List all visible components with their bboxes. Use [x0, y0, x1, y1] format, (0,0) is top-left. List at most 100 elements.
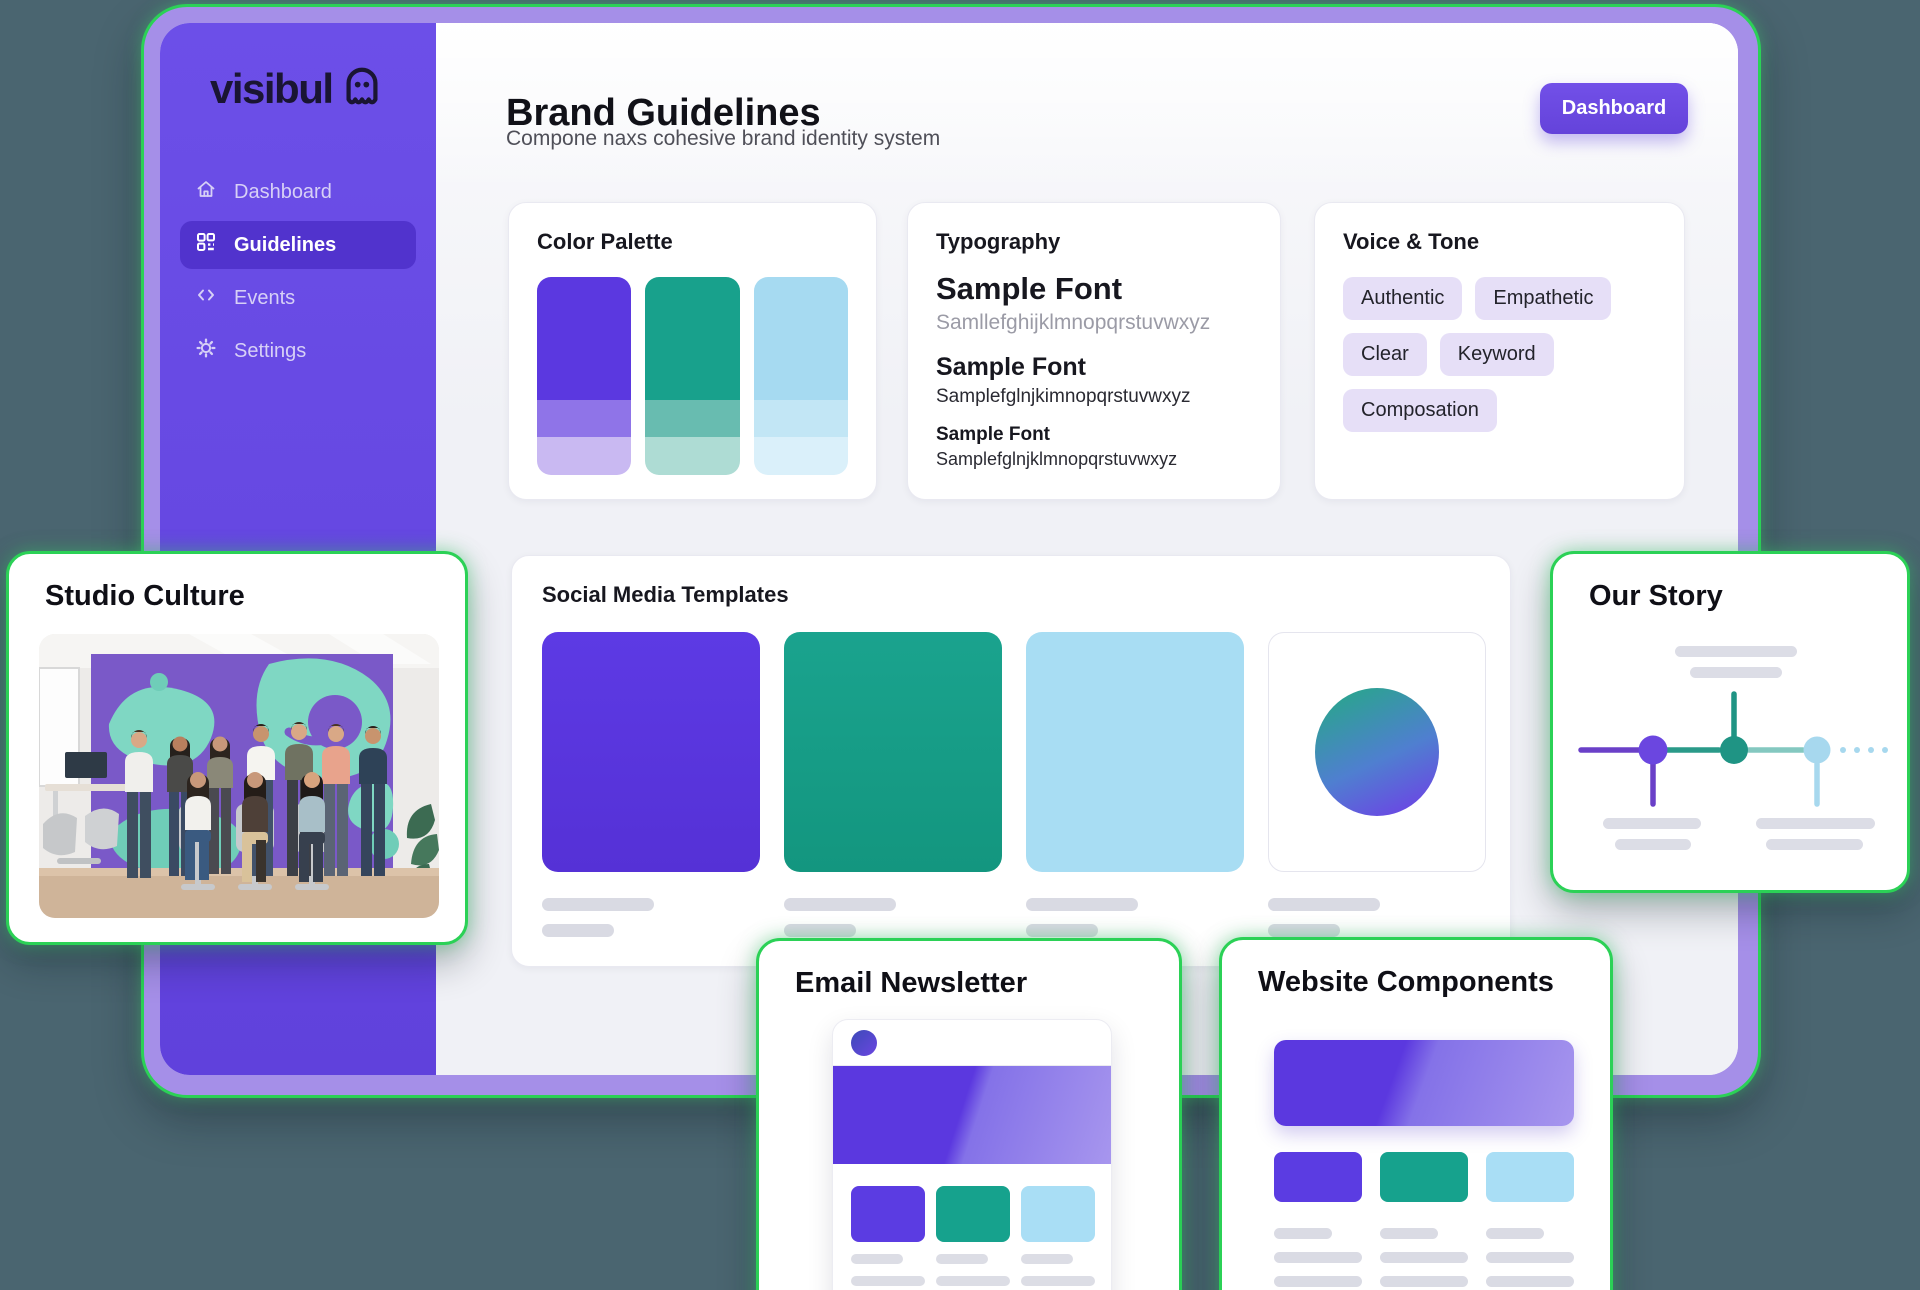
card-title: Color Palette [537, 229, 673, 254]
skeleton-line [1268, 898, 1380, 911]
font-sample-alphabet: Samplefglnjklmnopqrstuvwxyz [936, 449, 1178, 469]
email-hero-banner [833, 1066, 1111, 1164]
template-tiles [542, 632, 1486, 937]
voice-tone-card: Voice & Tone Authentic Empathetic Clear … [1314, 202, 1685, 500]
website-hero-block [1274, 1040, 1574, 1126]
dashboard-button[interactable]: Dashboard [1540, 83, 1688, 134]
page-subtitle: Compone naxs cohesive brand identity sys… [506, 127, 941, 150]
card-title: Social Media Templates [542, 582, 789, 607]
skeleton-line [784, 898, 896, 911]
timeline-graphic [1578, 646, 1888, 850]
skeleton-line [784, 924, 856, 937]
logo-wordmark: visibul [210, 64, 334, 112]
card-title: Voice & Tone [1343, 229, 1480, 254]
social-media-templates-card: Social Media Templates [511, 555, 1511, 967]
skeleton-line [542, 924, 614, 937]
email-body [833, 1164, 1111, 1290]
ghost-icon [339, 63, 385, 114]
font-sample-name: Sample Font [936, 424, 1051, 445]
sidebar-item-label: Events [234, 286, 296, 309]
skeleton-line [1380, 1276, 1468, 1287]
code-icon [195, 284, 217, 312]
sidebar-item-label: Dashboard [234, 180, 332, 203]
skeleton-line [1026, 898, 1138, 911]
skeleton-line [936, 1276, 1010, 1286]
card-title: Our Story [1589, 580, 1723, 612]
sidebar-nav: Dashboard Guidelines [180, 168, 416, 380]
template-tile-gradient-circle[interactable] [1268, 632, 1486, 872]
skeleton-line [1274, 1276, 1362, 1287]
sidebar-item-events[interactable]: Events [180, 274, 416, 322]
template-column [1026, 632, 1244, 937]
skeleton-line [1486, 1252, 1574, 1263]
website-skeletons [1274, 1228, 1574, 1290]
website-tile-sky [1486, 1152, 1574, 1202]
main-content: Brand Guidelines Compone naxs cohesive b… [436, 23, 1738, 1075]
skeleton-line [1486, 1228, 1544, 1239]
tag-composation: Composation [1343, 389, 1497, 432]
skeleton-line [1380, 1228, 1438, 1239]
gradient-circle [1315, 688, 1439, 816]
tag-list: Authentic Empathetic Clear Keyword Compo… [1343, 277, 1643, 432]
template-tile-teal[interactable] [784, 632, 1002, 872]
gear-icon [195, 337, 217, 365]
tag-clear: Clear [1343, 333, 1427, 376]
tag-empathetic: Empathetic [1475, 277, 1612, 320]
skeleton-line [1026, 924, 1098, 937]
card-title: Website Components [1258, 966, 1554, 998]
skeleton-line [1021, 1276, 1095, 1286]
website-column [1380, 1228, 1468, 1290]
website-tile-teal [1380, 1152, 1468, 1202]
typography-card: Typography Sample Font Samllefghijklmnop… [907, 202, 1281, 500]
email-column [851, 1186, 925, 1290]
font-sample-name: Sample Font [936, 353, 1087, 381]
page-title: Brand Guidelines [506, 92, 821, 135]
website-column [1486, 1228, 1574, 1290]
website-column [1274, 1228, 1362, 1290]
avatar [851, 1030, 877, 1056]
skeleton-line [1274, 1252, 1362, 1263]
skeleton-line [1486, 1276, 1574, 1287]
skeleton-line [851, 1254, 903, 1264]
sidebar-item-label: Settings [234, 339, 307, 362]
template-column [784, 632, 1002, 937]
sidebar-item-guidelines[interactable]: Guidelines [180, 221, 416, 269]
template-tile-sky[interactable] [1026, 632, 1244, 872]
email-column [1021, 1186, 1095, 1290]
tag-keyword: Keyword [1439, 333, 1554, 376]
studio-culture-card[interactable]: Studio Culture [6, 551, 468, 945]
sidebar-item-settings[interactable]: Settings [180, 327, 416, 375]
swatch-purple[interactable] [537, 277, 632, 475]
skeleton-line [1268, 924, 1340, 937]
home-icon [195, 178, 217, 206]
card-title: Typography [936, 229, 1061, 254]
website-tiles [1274, 1152, 1574, 1202]
website-components-card[interactable]: Website Components [1219, 937, 1613, 1290]
sidebar-item-dashboard[interactable]: Dashboard [180, 168, 416, 216]
font-sample-name: Sample Font [936, 271, 1123, 306]
template-column [542, 632, 760, 937]
logo: visibul [210, 63, 385, 114]
font-sample-alphabet: Samplefglnjkimnopqrstuvwxyz [936, 386, 1191, 407]
sidebar-item-label: Guidelines [234, 233, 337, 256]
email-column [936, 1186, 1010, 1290]
skeleton-line [851, 1276, 925, 1286]
template-tile-purple[interactable] [542, 632, 760, 872]
swatch-teal[interactable] [645, 277, 740, 475]
skeleton-line [542, 898, 654, 911]
swatch-row [537, 277, 848, 475]
swatch-sky[interactable] [753, 277, 848, 475]
website-tile-purple [1274, 1152, 1362, 1202]
skeleton-line [1380, 1252, 1468, 1263]
qr-grid-icon [195, 231, 217, 259]
color-palette-card: Color Palette [508, 202, 877, 500]
email-tile-sky [1021, 1186, 1095, 1242]
email-newsletter-card[interactable]: Email Newsletter [756, 938, 1182, 1290]
tag-authentic: Authentic [1343, 277, 1463, 320]
email-tile-teal [936, 1186, 1010, 1242]
email-mockup [832, 1019, 1112, 1290]
email-header-bar [833, 1020, 1111, 1066]
our-story-card[interactable]: Our Story [1550, 551, 1910, 893]
font-sample-alphabet: Samllefghijklmnopqrstuvwxyz [936, 311, 1211, 334]
